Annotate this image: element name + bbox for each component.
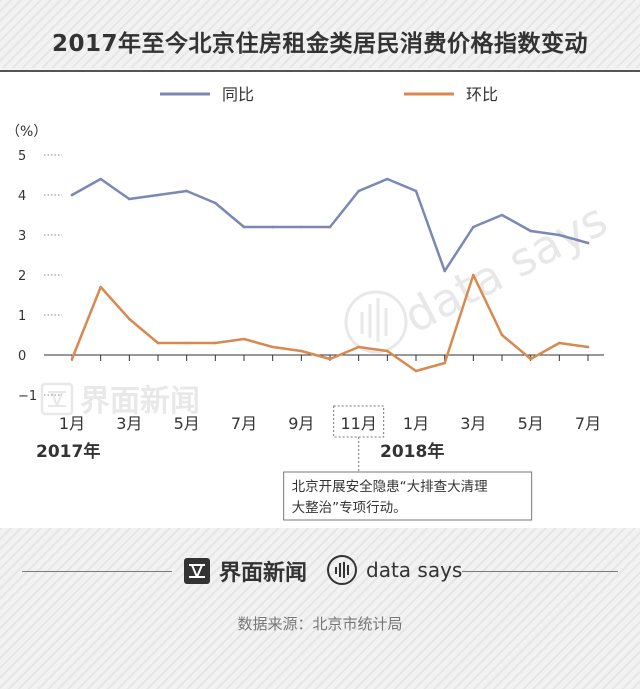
x-tick-label: 1月	[59, 414, 85, 433]
legend-label-1: 同比	[222, 85, 254, 104]
chart-panel: 界面新闻 data says 同比 环比 （%） −1 0 1 2 3 4 5 1月 3月 5月 7…	[0, 72, 640, 528]
data-point-1	[156, 193, 160, 197]
data-point-1	[529, 229, 532, 233]
jiemian-logo-icon	[184, 558, 210, 584]
data-point-2	[70, 357, 74, 361]
datasays-logo-icon	[327, 555, 357, 585]
data-point-1	[328, 225, 332, 229]
data-point-2	[300, 349, 303, 353]
data-point-1	[242, 225, 246, 229]
data-point-1	[443, 269, 446, 273]
data-point-2	[529, 357, 532, 361]
datasays-watermark: data says	[344, 192, 616, 354]
y-tick-label: −1	[18, 389, 37, 404]
data-point-2	[443, 361, 446, 365]
y-tick-label: 1	[18, 309, 26, 324]
datasays-brand: data says	[326, 554, 462, 586]
data-point-2	[242, 337, 246, 341]
data-point-1	[472, 225, 475, 229]
data-point-2	[128, 317, 131, 321]
data-point-2	[414, 369, 418, 373]
year-labels: 2017年 2018年	[36, 441, 444, 462]
annotation-text-line: 大整治”专项行动。	[292, 500, 407, 516]
data-point-2	[214, 341, 217, 345]
y-tick-label: 3	[18, 229, 26, 244]
y-tick-label: 2	[18, 269, 26, 284]
data-point-2	[500, 333, 504, 337]
x-tick-label: 3月	[460, 414, 486, 433]
jiemian-brand-name: 界面新闻	[219, 561, 308, 586]
x-tick-label: 3月	[116, 414, 142, 433]
x-tick-label: 9月	[288, 414, 314, 433]
y-tick-label: 4	[18, 189, 26, 204]
datasays-watermark-text: data says	[395, 192, 616, 344]
data-point-2	[558, 341, 561, 345]
footer-hatch-background	[0, 528, 640, 689]
x-tick-label: 5月	[518, 414, 544, 433]
data-point-2	[386, 349, 389, 353]
data-source: 数据来源：北京市统计局	[237, 615, 403, 633]
data-point-2	[156, 341, 160, 345]
chart-title: 2017年至今北京住房租金类居民消费价格指数变动	[51, 31, 588, 57]
data-point-1	[185, 189, 188, 193]
data-point-1	[271, 225, 274, 229]
data-point-1	[300, 225, 303, 229]
footer-rule-right	[462, 571, 618, 572]
y-tick-label: 5	[18, 149, 26, 164]
data-point-1	[128, 197, 131, 201]
data-point-1	[558, 233, 561, 237]
x-axis: 1月 3月 5月 7月 9月 11月 1月 3月 5月 7月	[59, 355, 601, 433]
y-axis: −1 0 1 2 3 4 5	[18, 149, 37, 404]
jiemian-brand: 界面新闻	[183, 556, 307, 586]
data-point-1	[357, 189, 360, 193]
y-axis-unit-label: （%）	[6, 124, 47, 140]
header-hatch-background	[0, 0, 640, 68]
chart-legend: 同比 环比	[160, 85, 498, 104]
data-point-2	[271, 345, 274, 349]
year-label: 2017年	[36, 441, 100, 462]
data-point-1	[99, 177, 102, 181]
data-point-2	[472, 273, 475, 277]
annotation-text-line: 北京开展安全隐患“大排查大清理	[292, 478, 488, 495]
data-point-1	[386, 177, 389, 181]
data-point-2	[586, 345, 590, 349]
x-tick-label: 11月	[340, 414, 376, 433]
x-tick-label: 5月	[174, 414, 200, 433]
x-tick-label: 7月	[231, 414, 257, 433]
title-divider	[0, 70, 640, 72]
series-layer	[70, 177, 590, 373]
data-point-1	[214, 201, 217, 205]
data-point-1	[70, 193, 74, 197]
jiemian-watermark: 界面新闻	[40, 382, 200, 419]
data-point-2	[357, 345, 360, 349]
annotation-box	[283, 471, 533, 521]
data-point-1	[500, 213, 504, 217]
jiemian-watermark-text: 界面新闻	[80, 384, 200, 419]
data-point-2	[185, 341, 188, 345]
footer-rule-left	[22, 571, 172, 572]
gridlines	[44, 154, 62, 396]
data-point-1	[414, 189, 418, 193]
line-chart: 界面新闻 data says 同比 环比 （%） −1 0 1 2 3 4 5 1月 3月 5月 7…	[6, 85, 616, 521]
x-tick-label: 7月	[575, 414, 601, 433]
year-label: 2018年	[380, 441, 444, 462]
data-point-2	[328, 357, 332, 361]
data-point-2	[99, 285, 102, 289]
y-tick-label: 0	[18, 349, 26, 364]
x-tick-label: 1月	[403, 414, 429, 433]
legend-label-2: 环比	[466, 85, 498, 104]
datasays-brand-name: data says	[366, 558, 463, 582]
data-point-1	[586, 241, 590, 245]
